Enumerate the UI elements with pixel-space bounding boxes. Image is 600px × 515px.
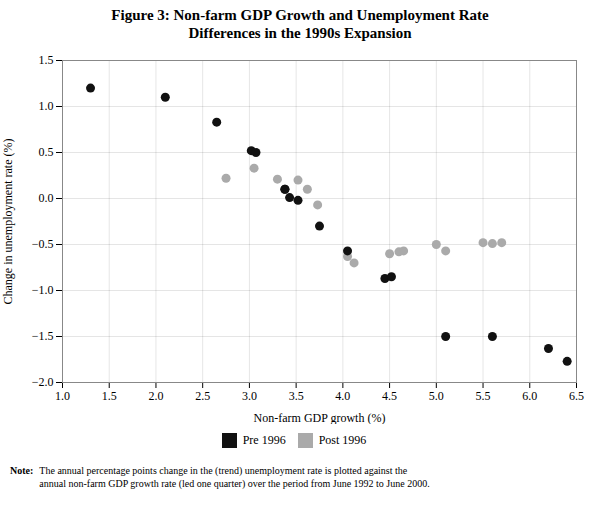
- svg-text:0.0: 0.0: [39, 191, 54, 205]
- html-text:Post 1996: Post 1996: [318, 433, 367, 447]
- svg-text:4.0: 4.0: [335, 389, 350, 403]
- svg-text:−1.0: −1.0: [32, 283, 54, 297]
- svg-text:1.5: 1.5: [102, 389, 117, 403]
- svg-text:5.5: 5.5: [476, 389, 491, 403]
- svg-text:2.5: 2.5: [195, 389, 210, 403]
- svg-text:6.5: 6.5: [569, 389, 584, 403]
- html-text:Pre 1996: Pre 1996: [242, 433, 286, 447]
- html-text:The annual percentage points c: The annual percentage points change in t…: [39, 465, 430, 489]
- svg-text:1.0: 1.0: [55, 389, 70, 403]
- svg-text:3.0: 3.0: [242, 389, 257, 403]
- html-text:Figure 3: Non-farm GDP Growth: Figure 3: Non-farm GDP Growth and Unempl…: [111, 7, 489, 41]
- svg-text:3.5: 3.5: [289, 389, 304, 403]
- html-text:Note:: Note:: [10, 465, 34, 476]
- svg-text:2.0: 2.0: [148, 389, 163, 403]
- svg-text:−0.5: −0.5: [32, 237, 54, 251]
- svg-text:−2.0: −2.0: [32, 375, 54, 389]
- svg-text:4.5: 4.5: [382, 389, 397, 403]
- svg-text:6.0: 6.0: [522, 389, 537, 403]
- svg-text:Non-farm GDP growth (%): Non-farm GDP growth (%): [254, 411, 386, 425]
- svg-text:−1.5: −1.5: [32, 329, 54, 343]
- svg-text:Change in unemployment rate (%: Change in unemployment rate (%): [1, 139, 15, 305]
- svg-text:1.0: 1.0: [39, 99, 54, 113]
- svg-text:0.5: 0.5: [39, 145, 54, 159]
- svg-text:5.0: 5.0: [429, 389, 444, 403]
- svg-text:1.5: 1.5: [39, 53, 54, 67]
